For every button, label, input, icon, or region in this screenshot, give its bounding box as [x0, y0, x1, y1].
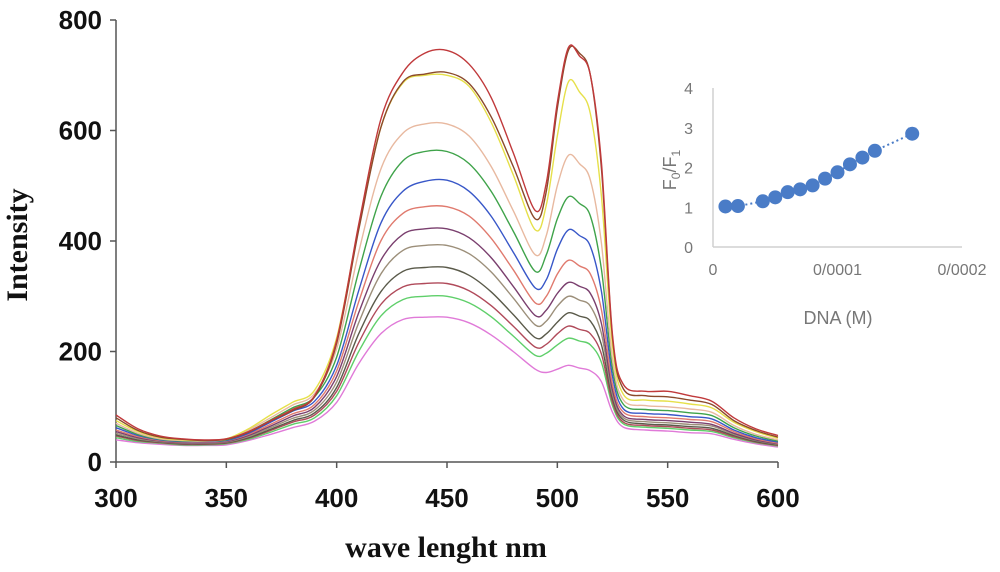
main-x-tick-label: 500	[536, 483, 579, 513]
inset-x-tick-label: 0/0001	[813, 262, 862, 279]
main-y-tick-label: 400	[59, 226, 102, 256]
main-y-tick-label: 800	[59, 5, 102, 35]
inset-data-point	[855, 150, 870, 165]
main-y-tick-label: 600	[59, 116, 102, 146]
inset-y-axis-title: F0/F1	[660, 150, 683, 191]
inset-data-point	[830, 165, 845, 180]
inset-data-point	[905, 126, 920, 141]
inset-x-axis-title: DNA (M)	[804, 308, 873, 328]
main-axes	[115, 20, 778, 463]
inset-data-point	[718, 199, 733, 214]
inset-data-point	[818, 171, 833, 186]
inset-data-point	[780, 185, 795, 200]
inset-data-point	[793, 182, 808, 197]
spectrum-line	[115, 316, 779, 448]
spectrum-line	[115, 121, 779, 442]
inset-y-tick-label: 4	[684, 81, 693, 98]
inset-data-point	[755, 194, 770, 209]
inset-y-tick-label: 0	[684, 240, 693, 257]
main-x-tick-label: 400	[315, 483, 358, 513]
inset-x-tick-label: 0	[709, 262, 718, 279]
inset-data-point	[768, 190, 783, 205]
inset-plot: 0 1 2 3 4 0 0/0001 0/0002 F0/F1 DNA (M)	[660, 81, 987, 328]
main-x-tick-label: 300	[94, 483, 137, 513]
inset-trendline	[725, 132, 913, 208]
main-series	[115, 44, 779, 448]
spectrum-line	[115, 243, 779, 445]
main-x-axis-title: wave lenght nm	[345, 531, 547, 564]
spectrum-line	[115, 294, 779, 447]
spectrum-line	[115, 178, 779, 443]
spectrum-line	[115, 73, 779, 442]
inset-y-tick-label: 1	[684, 200, 693, 217]
main-y-tick-label: 0	[88, 447, 102, 477]
main-y-axis-title: Intensity	[1, 188, 34, 301]
spectrum-line	[115, 227, 779, 445]
spectrum-line	[115, 266, 779, 446]
inset-y-ticks: 0 1 2 3 4	[684, 81, 693, 257]
inset-data-point	[730, 199, 745, 214]
main-x-tick-label: 450	[425, 483, 468, 513]
inset-trend-line	[725, 132, 913, 208]
inset-y-tick-label: 3	[684, 121, 693, 138]
inset-axes	[712, 88, 962, 248]
main-x-tick-label: 350	[205, 483, 248, 513]
inset-data-point	[842, 157, 857, 172]
inset-data-point	[805, 178, 820, 193]
main-y-tick-label: 200	[59, 337, 102, 367]
inset-data-point	[867, 143, 882, 158]
main-x-tick-label: 600	[756, 483, 799, 513]
spectrum-line	[115, 45, 779, 442]
inset-x-tick-label: 0/0002	[938, 262, 987, 279]
spectrum-line	[115, 44, 779, 441]
spectrum-line	[115, 205, 779, 444]
inset-y-tick-label: 2	[684, 161, 693, 178]
inset-points	[718, 126, 920, 214]
inset-x-ticks: 0 0/0001 0/0002	[709, 262, 987, 279]
main-y-ticks: 0 200 400 600 800	[59, 5, 116, 477]
main-x-ticks: 300 350 400 450 500 550 600	[94, 462, 800, 513]
main-x-tick-label: 550	[646, 483, 689, 513]
